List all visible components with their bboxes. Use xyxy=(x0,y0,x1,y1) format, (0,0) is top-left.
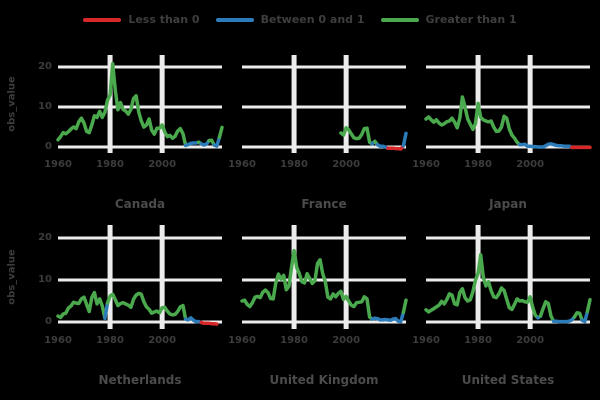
data-line-segment xyxy=(240,248,374,321)
panel-title-united-states: United States xyxy=(461,373,555,387)
panel-france: France 1960 1980 2000 xyxy=(228,55,408,211)
x-tick-label: 2000 xyxy=(148,159,177,170)
data-line-segment xyxy=(401,298,408,315)
plot-canvas xyxy=(242,55,408,153)
y-tick-label: 20 xyxy=(38,232,52,243)
x-tick-label: 1960 xyxy=(412,159,440,170)
data-line-segment xyxy=(580,309,590,324)
x-tick-label: 1960 xyxy=(44,335,72,346)
data-line-segment xyxy=(56,290,107,320)
legend: Less than 0 Between 0 and 1 Greater than… xyxy=(0,13,600,26)
x-tick-label: 1980 xyxy=(464,159,492,170)
x-tick-label: 1980 xyxy=(280,159,308,170)
data-line-segment xyxy=(538,300,556,323)
y-tick-label: 0 xyxy=(45,141,52,152)
data-line-segment xyxy=(585,297,592,314)
plot-canvas xyxy=(424,225,592,329)
x-tick-label: 1980 xyxy=(464,335,492,346)
y-axis-label: obs_value xyxy=(6,76,18,132)
data-line-segment xyxy=(199,320,219,326)
data-line-segment xyxy=(517,142,574,150)
legend-label: Less than 0 xyxy=(128,13,200,26)
data-line-segment xyxy=(424,253,540,320)
panel-title-united-kingdom: United Kingdom xyxy=(269,373,379,387)
panel-japan: Japan 1960 1980 2000 xyxy=(412,55,592,211)
data-line-segment xyxy=(339,126,374,146)
legend-line-blue-icon xyxy=(215,17,254,22)
data-line-segment xyxy=(424,95,522,147)
legend-line-red-icon xyxy=(83,17,122,22)
plot-canvas xyxy=(424,55,592,153)
x-tick-label: 2000 xyxy=(332,159,361,170)
x-tick-label: 2000 xyxy=(516,159,545,170)
data-line-segment xyxy=(199,138,211,147)
x-tick-label: 2000 xyxy=(332,335,361,346)
x-tick-label: 1960 xyxy=(228,335,256,346)
plot-canvas xyxy=(240,225,408,329)
y-tick-label: 20 xyxy=(38,61,52,72)
data-line-segment xyxy=(56,62,188,148)
legend-item-between-0-and-1: Between 0 and 1 xyxy=(215,13,365,26)
legend-item-less-than-0: Less than 0 xyxy=(83,13,200,26)
y-tick-label: 0 xyxy=(45,316,52,327)
data-line-segment xyxy=(207,138,216,147)
panel-title-france: France xyxy=(301,197,347,211)
panel-canada: obs_value Canada 1960 1980 2000 0 10 20 xyxy=(7,55,224,211)
x-tick-label: 2000 xyxy=(148,335,177,346)
data-line-segment xyxy=(375,142,390,150)
legend-line-green-icon xyxy=(380,17,419,22)
x-tick-label: 1980 xyxy=(96,335,124,346)
y-tick-label: 10 xyxy=(38,101,52,112)
data-line-segment xyxy=(217,125,224,140)
y-axis-label: obs_value xyxy=(6,249,18,305)
panel-title-canada: Canada xyxy=(114,197,166,211)
panel-netherlands: obs_value Netherlands 1960 1980 2000 0 10 20 xyxy=(7,225,222,387)
data-line-segment xyxy=(183,140,201,148)
data-line-segment xyxy=(370,310,406,324)
panel-title-japan: Japan xyxy=(489,197,527,211)
panel-united-states: United States 1960 1980 2000 xyxy=(412,225,592,387)
x-tick-label: 2000 xyxy=(516,335,545,346)
data-line-segment xyxy=(386,144,406,151)
x-tick-label: 1960 xyxy=(44,159,72,170)
x-tick-label: 1980 xyxy=(96,159,124,170)
x-tick-label: 1960 xyxy=(412,335,440,346)
y-tick-label: 10 xyxy=(38,274,52,285)
data-line-segment xyxy=(183,316,203,325)
legend-label: Greater than 1 xyxy=(425,13,517,26)
data-line-segment xyxy=(103,301,110,320)
x-tick-label: 1960 xyxy=(228,159,256,170)
data-line-segment xyxy=(572,311,584,323)
data-line-segment xyxy=(212,135,222,148)
data-line-segment xyxy=(105,291,188,321)
data-line-segment xyxy=(551,315,577,324)
legend-item-greater-than-1: Greater than 1 xyxy=(380,13,517,26)
panel-title-netherlands: Netherlands xyxy=(98,373,182,387)
legend-label: Between 0 and 1 xyxy=(260,13,365,26)
panel-united-kingdom: United Kingdom 1960 1980 2000 xyxy=(228,225,408,387)
plot-canvas xyxy=(56,225,222,329)
data-line-segment xyxy=(401,131,408,148)
plot-canvas xyxy=(56,55,224,153)
x-tick-label: 1980 xyxy=(280,335,308,346)
